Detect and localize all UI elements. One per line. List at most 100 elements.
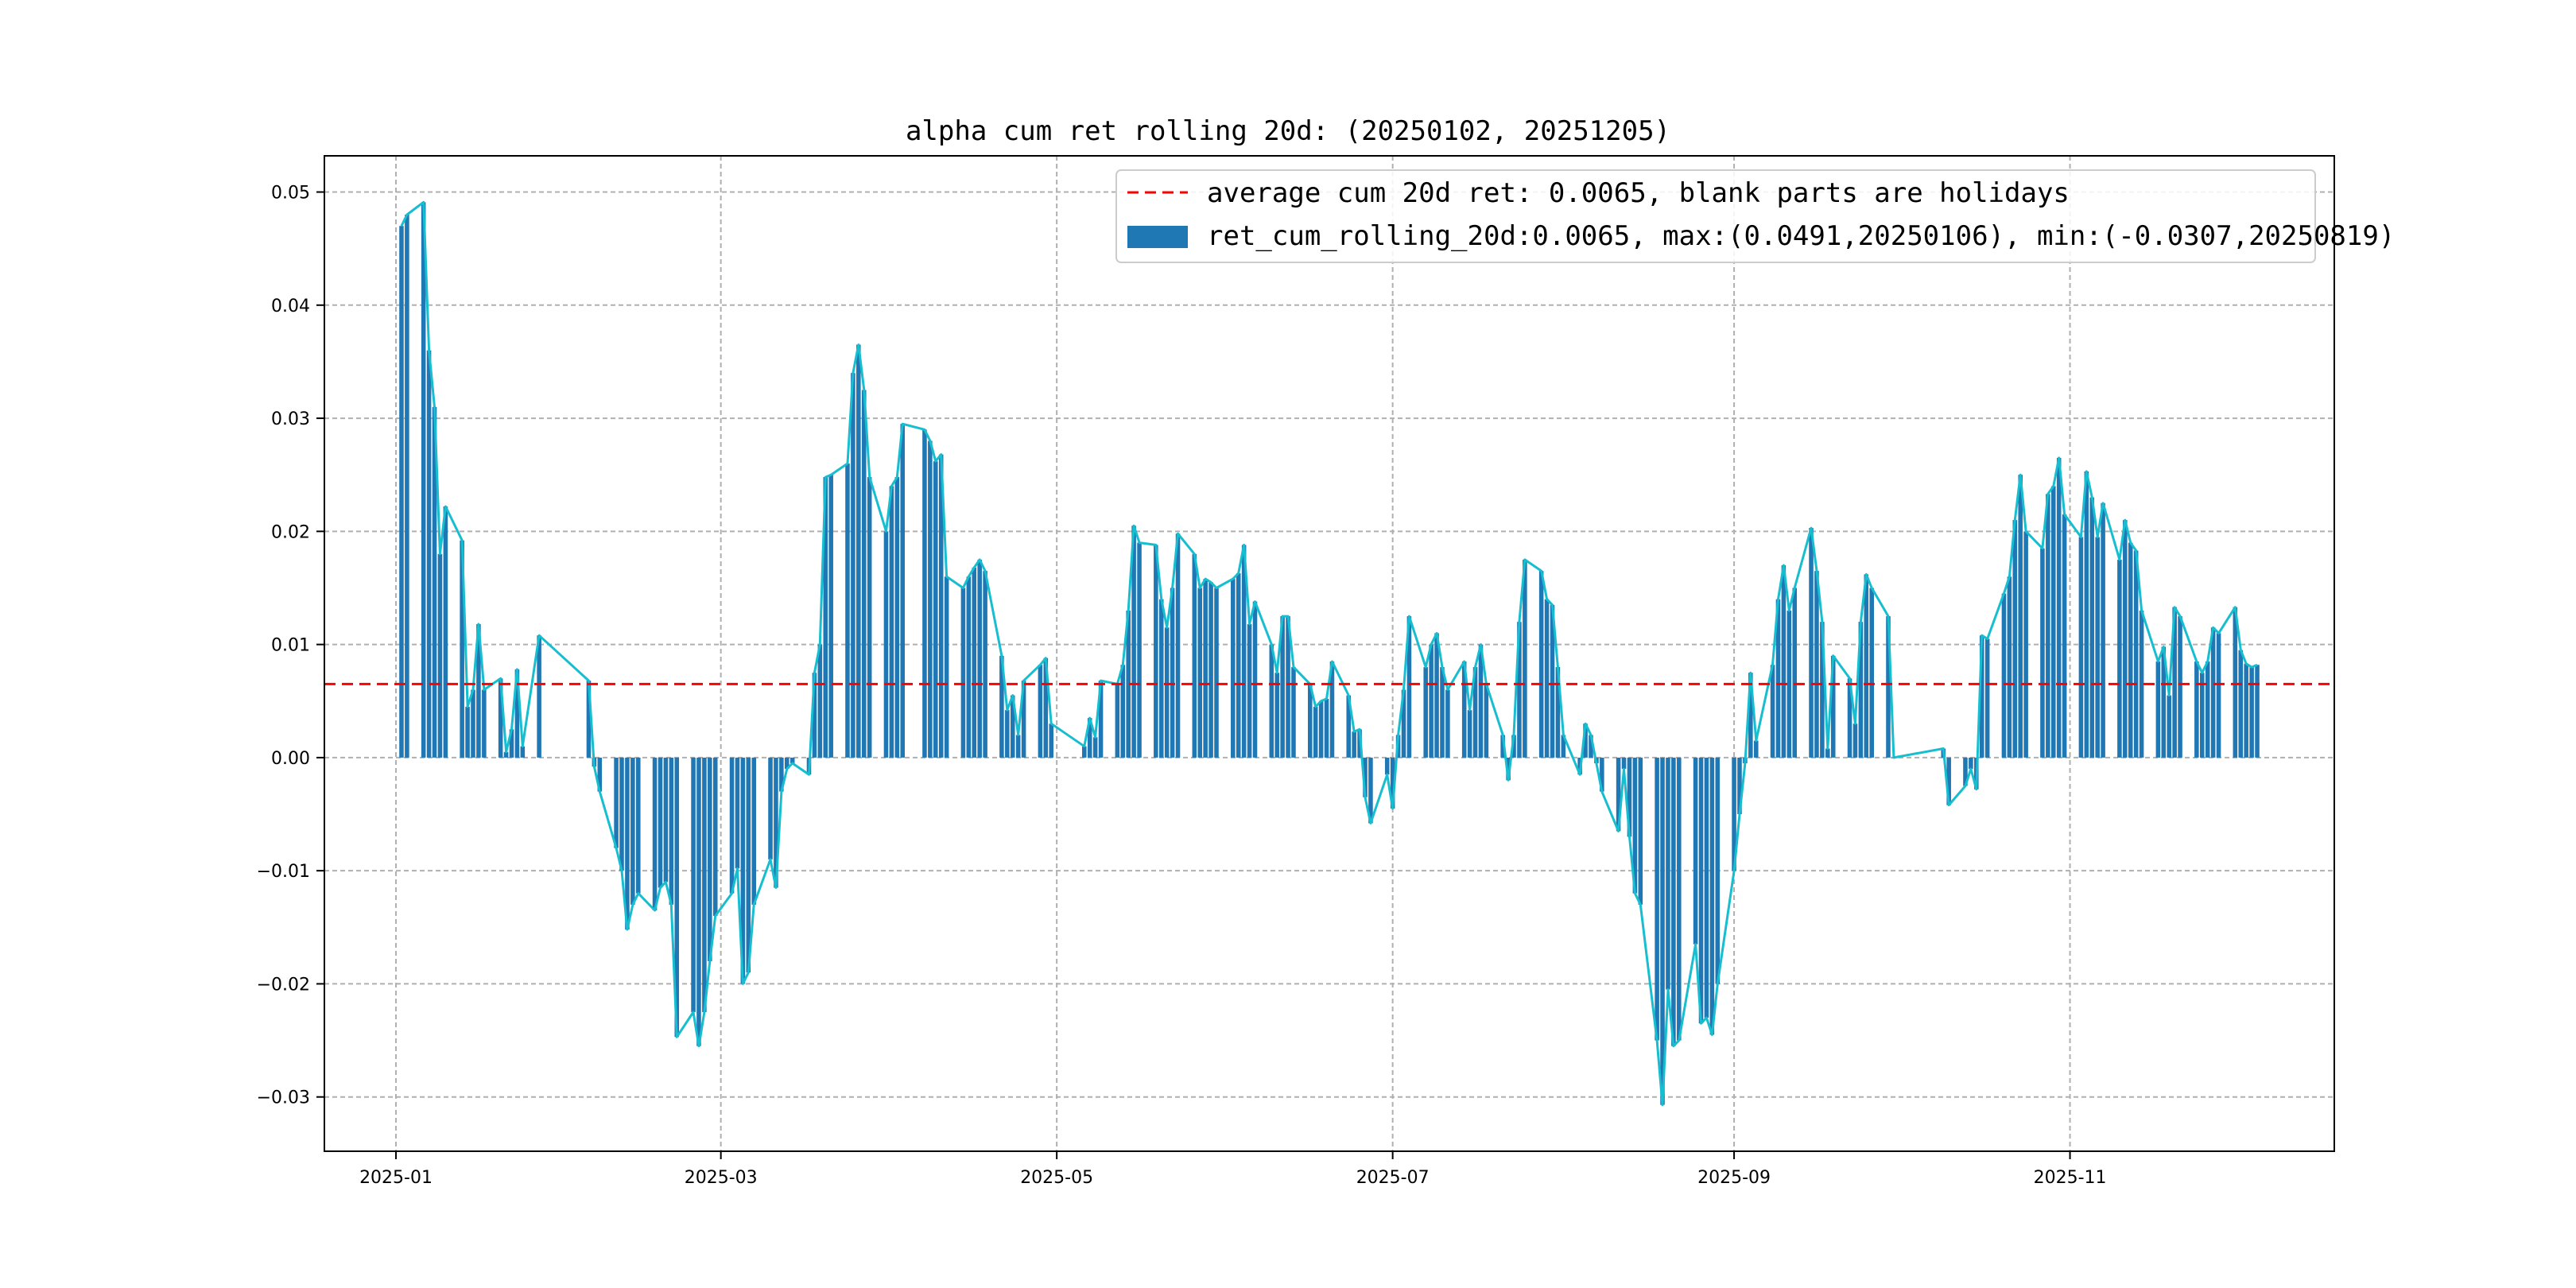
bar	[405, 214, 409, 758]
bar	[1583, 724, 1588, 758]
bar	[1137, 542, 1142, 758]
bar	[1461, 661, 1467, 758]
bar	[2178, 616, 2182, 758]
bar	[1858, 622, 1864, 758]
bar	[779, 757, 784, 792]
bar	[729, 757, 735, 894]
bar	[1753, 740, 1759, 758]
bar	[751, 757, 757, 905]
bar	[1440, 667, 1445, 758]
bar	[1164, 627, 1170, 758]
x-tick-label: 2025-05	[1020, 1168, 1093, 1188]
bar	[514, 669, 520, 758]
bar	[1269, 644, 1274, 758]
legend-box	[1115, 169, 2316, 263]
bar	[1175, 533, 1181, 758]
bar	[482, 689, 487, 758]
bar	[597, 757, 603, 792]
bar	[883, 531, 889, 758]
bar	[1517, 622, 1522, 758]
chart-title: alpha cum ret rolling 20d: (20250102, 20…	[906, 115, 1670, 147]
bar	[1445, 689, 1450, 758]
bar	[1638, 757, 1643, 905]
series-line	[400, 200, 2258, 1107]
bar	[1969, 757, 1973, 770]
bar	[1830, 655, 1836, 758]
bar	[1087, 718, 1092, 758]
bar	[2084, 471, 2089, 758]
bar	[1820, 622, 1825, 758]
legend-label-average: average cum 20d ret: 0.0065, blank parts…	[1207, 177, 2070, 209]
bar	[2012, 520, 2018, 758]
bar	[652, 757, 658, 910]
bar	[696, 757, 701, 1046]
bar	[421, 202, 426, 758]
bar	[1352, 731, 1356, 758]
bar	[443, 506, 448, 758]
bar	[1231, 579, 1236, 758]
bar	[2095, 537, 2100, 758]
bar	[2117, 559, 2122, 758]
y-tick-label: −0.03	[257, 1088, 310, 1108]
bar	[1787, 610, 1792, 758]
bar	[1946, 757, 1951, 805]
bar	[498, 678, 503, 758]
bar	[785, 757, 789, 770]
bar	[2216, 633, 2221, 758]
bar	[999, 655, 1004, 758]
bar	[1666, 757, 1670, 990]
bar	[520, 746, 526, 758]
bar	[828, 475, 833, 758]
bar	[1082, 746, 1087, 758]
bar	[663, 757, 669, 883]
bar	[900, 424, 906, 758]
bar	[658, 757, 663, 888]
bar	[691, 757, 696, 1013]
bar	[669, 757, 674, 905]
bar	[2018, 475, 2023, 758]
bar	[977, 559, 982, 758]
bar	[2046, 494, 2050, 758]
bar	[1154, 545, 1158, 758]
bar	[928, 440, 933, 758]
bar	[2205, 661, 2210, 758]
bar	[1318, 700, 1324, 758]
bar	[1406, 616, 1412, 758]
bar	[856, 344, 861, 758]
bar	[1131, 526, 1136, 758]
bar	[1698, 757, 1704, 1024]
bar	[1775, 599, 1781, 758]
bar	[889, 486, 894, 758]
bar	[1825, 748, 1830, 758]
bar	[735, 757, 740, 869]
bar	[2078, 537, 2084, 758]
bar	[2007, 576, 2012, 758]
x-tick-label: 2025-03	[685, 1168, 758, 1188]
bar	[774, 757, 778, 888]
legend: average cum 20d ret: 0.0065, blank parts…	[1115, 169, 2395, 263]
bar	[817, 644, 823, 758]
y-tick-label: −0.01	[257, 862, 310, 882]
bar	[1038, 665, 1043, 758]
bar	[2161, 646, 2167, 758]
bar	[1049, 724, 1054, 758]
bar	[2210, 627, 2216, 758]
bar	[2233, 607, 2238, 758]
bar	[1252, 601, 1258, 758]
bar	[2062, 514, 2067, 758]
bar	[1506, 757, 1511, 781]
bar	[702, 757, 707, 1013]
bar	[503, 751, 509, 758]
bar	[1632, 757, 1638, 894]
bar	[1561, 735, 1566, 758]
bar	[2255, 665, 2260, 758]
bar	[614, 757, 619, 848]
bar	[2167, 695, 2171, 758]
bar	[1589, 735, 1593, 758]
bar	[1770, 665, 1775, 758]
bar	[768, 757, 773, 859]
bar	[1307, 684, 1313, 758]
y-tick-label: 0.00	[271, 749, 310, 769]
bar	[1963, 757, 1968, 786]
bar	[1886, 616, 1891, 758]
